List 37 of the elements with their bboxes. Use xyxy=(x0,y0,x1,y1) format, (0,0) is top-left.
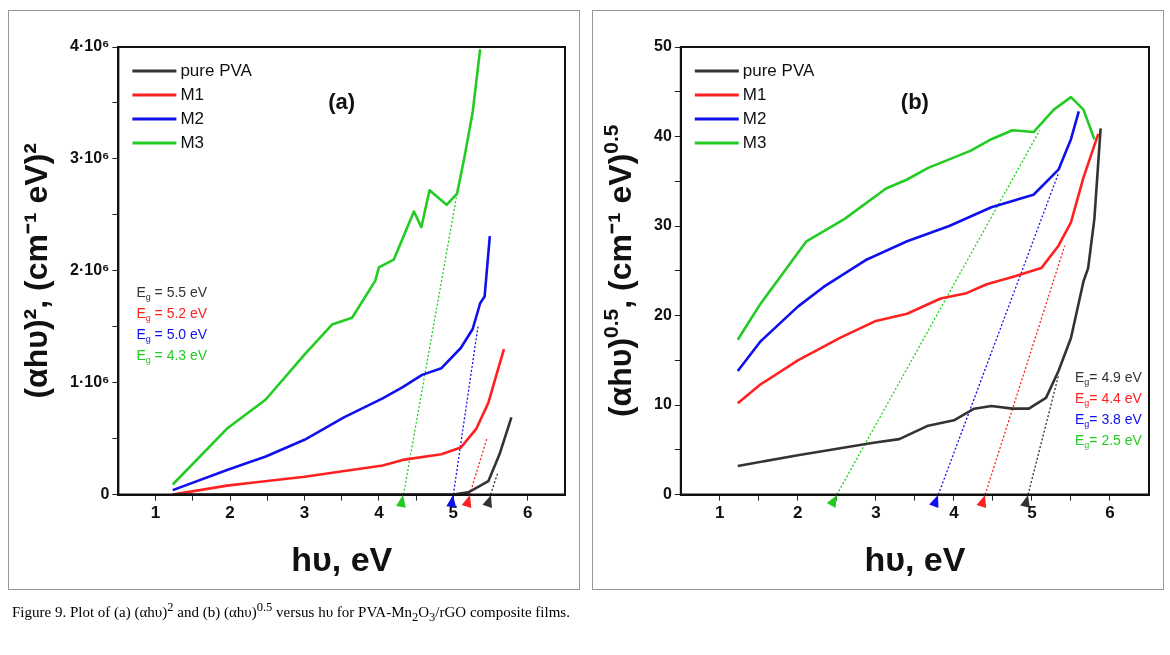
x-tick-label: 2 xyxy=(225,503,235,523)
y-axis-title: (αhυ)², (cm⁻¹ eV)² xyxy=(18,143,54,399)
legend-label: M3 xyxy=(180,132,205,152)
y-tick-label: 20 xyxy=(654,305,672,323)
y-tick-label: 1·10⁶ xyxy=(70,373,110,391)
y-tick-label: 40 xyxy=(654,126,672,144)
x-tick-label: 3 xyxy=(871,503,881,523)
legend-label: M3 xyxy=(742,132,767,152)
legend-label: M2 xyxy=(180,108,205,128)
y-axis-title: (αhυ)0.5, (cm⁻¹ eV)0.5 xyxy=(599,124,638,418)
legend-label: pure PVA xyxy=(180,60,253,80)
x-tick-label: 6 xyxy=(523,503,533,523)
y-tick-label: 2·10⁶ xyxy=(70,261,110,279)
y-tick-label: 50 xyxy=(654,37,672,55)
y-tick-label: 3·10⁶ xyxy=(70,149,110,167)
x-tick-label: 1 xyxy=(715,503,725,523)
text: (a) xyxy=(328,89,356,114)
x-tick-label: 4 xyxy=(374,503,385,523)
y-tick-label: 10 xyxy=(654,395,672,413)
x-tick-label: 4 xyxy=(949,503,960,523)
legend-label: M1 xyxy=(180,84,205,104)
x-tick-label: 3 xyxy=(299,503,310,523)
x-tick-label: 1 xyxy=(150,503,161,523)
y-tick-label: 0 xyxy=(662,485,672,503)
legend-label: pure PVA xyxy=(742,60,815,80)
x-axis-title: hυ, eV xyxy=(864,540,966,578)
legend-label: M2 xyxy=(742,108,767,128)
x-tick-label: 6 xyxy=(1105,503,1115,523)
y-tick-label: 30 xyxy=(654,216,672,234)
y-tick-label: 4·10⁶ xyxy=(70,37,110,55)
y-tick-label: 0 xyxy=(100,485,110,503)
text: (b) xyxy=(900,89,929,114)
text: Figure 9. Plot of (a) (αhυ)$^{2}$ and (b) (αhυ)$^{0.5}$ versus hυ for PVA-Mn$_{2}$O$_{3}$/rGO composite films. xyxy=(12,600,570,624)
x-tick-label: 2 xyxy=(793,503,803,523)
x-axis-title: hυ, eV xyxy=(291,540,393,578)
x-tick-label: 5 xyxy=(1027,503,1037,523)
legend-label: M1 xyxy=(742,84,767,104)
